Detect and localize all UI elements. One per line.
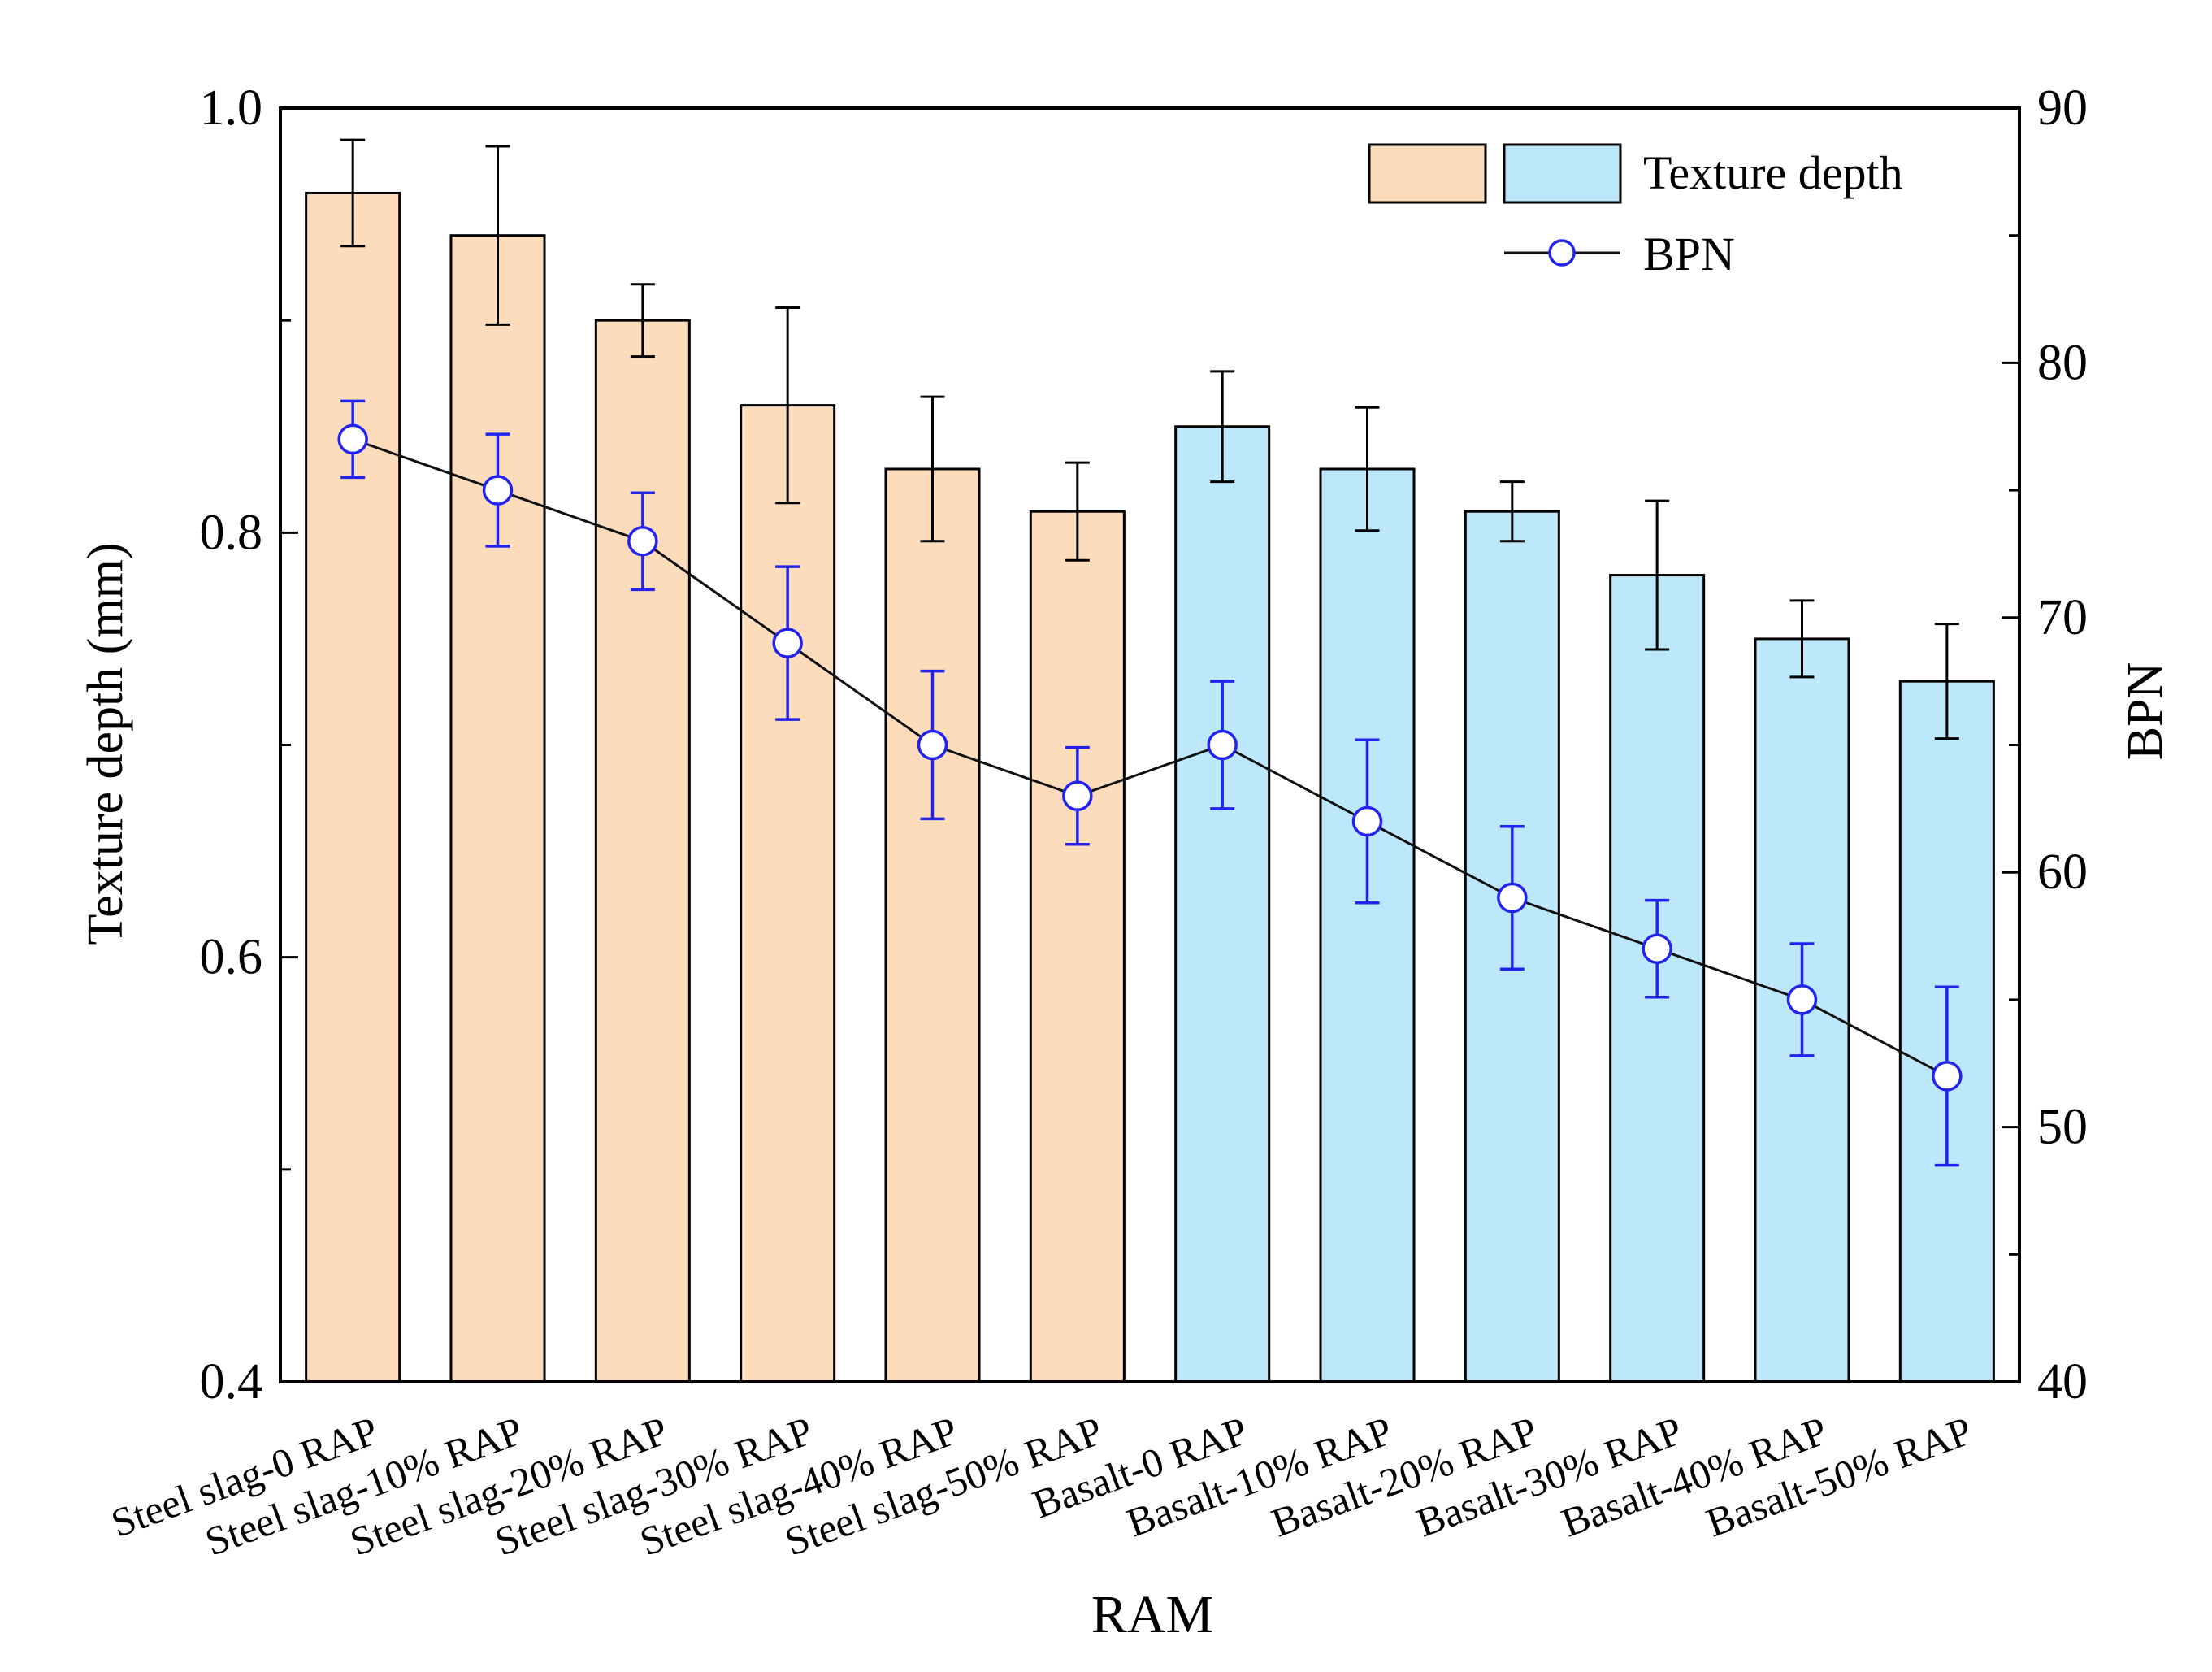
legend-label-texture-depth: Texture depth — [1643, 146, 1903, 199]
bpn-point — [482, 475, 514, 506]
y-tick-label: 0.8 — [200, 505, 263, 560]
bar-errorbar — [485, 145, 510, 326]
bpn-line — [352, 438, 1948, 1078]
ticks-layer: 0.4 0.6 0.8 1.0 40 50 60 70 80 90 — [200, 80, 2088, 1409]
bar-texture-depth — [740, 404, 836, 1383]
bar-errorbar — [1355, 406, 1380, 532]
y-axis-title: Texture depth (mm) — [78, 543, 133, 945]
bar-texture-depth — [884, 467, 981, 1383]
bar-errorbar — [920, 395, 945, 543]
bpn-point — [1207, 729, 1238, 761]
legend-swatch-steel — [1368, 143, 1487, 204]
y2-axis-title: BPN — [2118, 662, 2173, 761]
y2-tick-label: 40 — [2037, 1354, 2088, 1409]
y2-tick-label: 50 — [2037, 1100, 2088, 1155]
bpn-point — [1062, 780, 1093, 811]
bpn-point — [1642, 933, 1672, 964]
legend: Texture depth BPN — [1368, 143, 1903, 280]
bpn-errorbars-layer — [340, 399, 1959, 1167]
bpn-point — [1351, 806, 1383, 837]
bpn-point — [1932, 1061, 1963, 1092]
y2-tick-label: 60 — [2037, 845, 2088, 900]
bar-errorbar — [1065, 461, 1090, 562]
legend-marker-sample — [1548, 239, 1576, 267]
bpn-point — [627, 526, 658, 557]
bpn-point — [772, 628, 803, 658]
bar-errorbar — [1210, 370, 1235, 484]
legend-label-bpn: BPN — [1643, 228, 1735, 280]
bpn-point — [1497, 882, 1528, 914]
bpn-line-layer — [352, 438, 1948, 1078]
bar-texture-depth — [594, 319, 691, 1383]
bars-layer — [305, 191, 1995, 1383]
x-axis-title: RAM — [1091, 1585, 1213, 1644]
y-tick-label: 1.0 — [200, 80, 263, 136]
bar-texture-depth — [1319, 467, 1416, 1383]
bar-errorbars-layer — [340, 138, 1959, 740]
bar-texture-depth — [449, 234, 546, 1383]
bpn-point — [1786, 984, 1818, 1015]
y-tick-label: 0.4 — [200, 1354, 263, 1409]
bar-errorbar — [630, 283, 655, 358]
bar-errorbar — [775, 306, 800, 505]
bar-texture-depth — [1029, 510, 1126, 1383]
bar-errorbar — [1789, 599, 1815, 679]
y-tick-label: 0.6 — [200, 930, 263, 985]
bar-errorbar — [1645, 499, 1670, 651]
bar-texture-depth — [1174, 425, 1271, 1383]
bpn-points-layer — [337, 423, 1963, 1092]
bpn-point — [337, 423, 368, 455]
bpn-point — [917, 729, 948, 761]
y2-tick-label: 70 — [2037, 590, 2088, 645]
bar-texture-depth — [305, 191, 401, 1383]
bar-errorbar — [340, 138, 366, 248]
legend-swatch-basalt — [1503, 143, 1622, 204]
y2-tick-label: 80 — [2037, 335, 2088, 390]
bar-errorbar — [1934, 623, 1959, 740]
bar-errorbar — [1499, 480, 1525, 543]
y2-tick-label: 90 — [2037, 80, 2088, 136]
